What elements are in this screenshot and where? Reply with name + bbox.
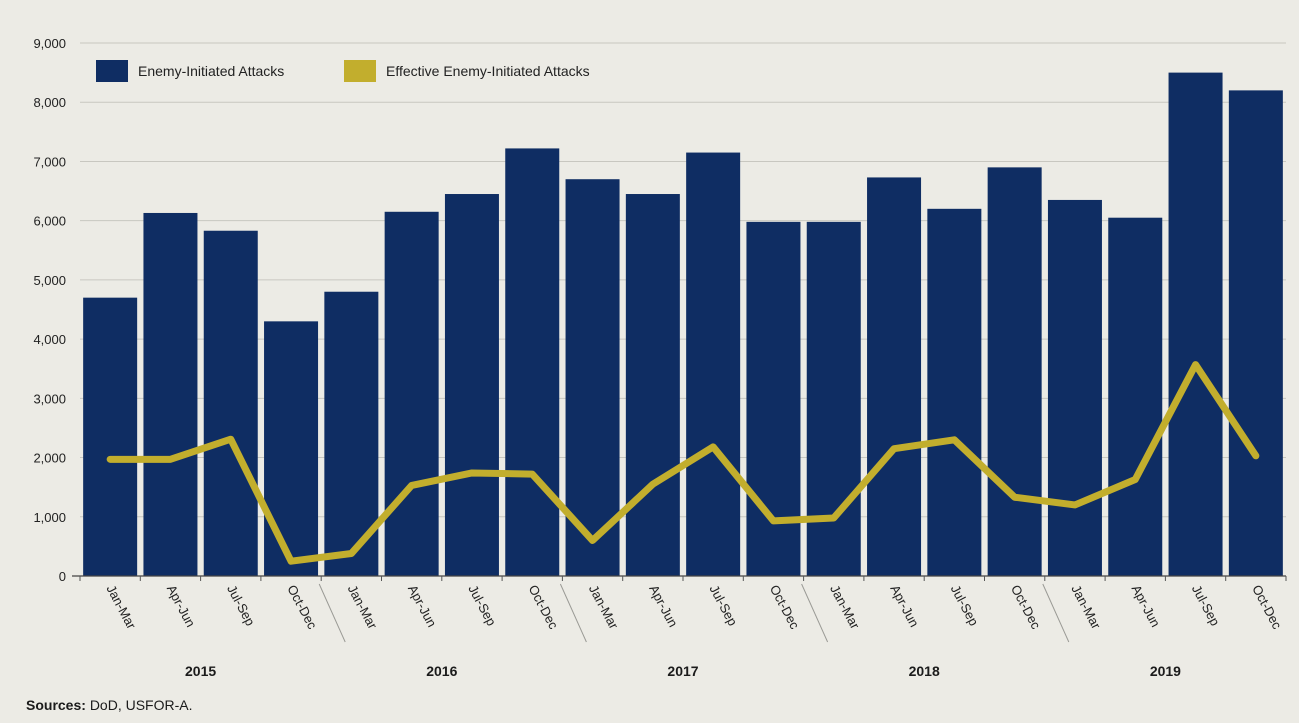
bar xyxy=(444,194,499,576)
year-separator xyxy=(801,583,829,643)
year-label: 2017 xyxy=(667,663,698,679)
y-tick-label: 7,000 xyxy=(33,154,66,169)
source-note: Sources: DoD, USFOR-A. xyxy=(26,697,193,713)
y-tick-label: 8,000 xyxy=(33,95,66,110)
legend-item-enemy-initiated-attacks: Enemy-Initiated Attacks xyxy=(138,63,284,79)
y-tick-label: 1,000 xyxy=(33,510,66,525)
year-separator xyxy=(559,583,587,643)
y-tick-label: 3,000 xyxy=(33,391,66,406)
bar-series xyxy=(83,72,1283,577)
line-series xyxy=(106,361,1260,565)
year-separator xyxy=(1042,583,1070,643)
bar xyxy=(203,230,258,577)
bar xyxy=(867,177,922,576)
y-tick-label: 5,000 xyxy=(33,273,66,288)
bar xyxy=(927,208,982,577)
bar xyxy=(505,148,560,576)
bar xyxy=(1228,90,1283,576)
year-label: 2018 xyxy=(909,663,940,679)
year-label: 2019 xyxy=(1150,663,1181,679)
y-tick-label: 2,000 xyxy=(33,451,66,466)
year-separator xyxy=(318,583,346,643)
year-label: 2016 xyxy=(426,663,457,679)
line-effective-attacks xyxy=(106,361,1260,565)
y-tick-label: 6,000 xyxy=(33,214,66,229)
year-labels: 2015 2016 2017 2018 2019 xyxy=(185,583,1181,679)
source-text: DoD, USFOR-A. xyxy=(89,697,193,713)
y-tick-label: 4,000 xyxy=(33,332,66,347)
y-tick-label: 0 xyxy=(59,569,66,584)
bar xyxy=(806,221,861,576)
legend-swatch xyxy=(344,60,376,82)
bar xyxy=(83,297,138,576)
legend: Enemy-Initiated Attacks Effective Enemy-I… xyxy=(96,60,590,82)
y-tick-label: 9,000 xyxy=(33,36,66,51)
axes xyxy=(72,575,1287,581)
bar xyxy=(264,321,319,576)
bar xyxy=(987,167,1042,576)
bar xyxy=(384,211,439,577)
bar xyxy=(143,212,198,576)
legend-item-effective-enemy-initiated-attacks: Effective Enemy-Initiated Attacks xyxy=(386,63,590,79)
bar xyxy=(1108,217,1163,576)
bar xyxy=(686,152,741,577)
bar xyxy=(625,194,680,576)
bar xyxy=(1168,72,1223,576)
y-axis-tick-labels: 0 1,000 2,000 3,000 4,000 5,000 6,000 7,000 8,00… xyxy=(33,36,66,584)
source-label: Sources: xyxy=(26,697,86,713)
bar xyxy=(565,179,620,576)
year-label: 2015 xyxy=(185,663,216,679)
bar xyxy=(1047,199,1102,576)
legend-swatch xyxy=(96,60,128,82)
